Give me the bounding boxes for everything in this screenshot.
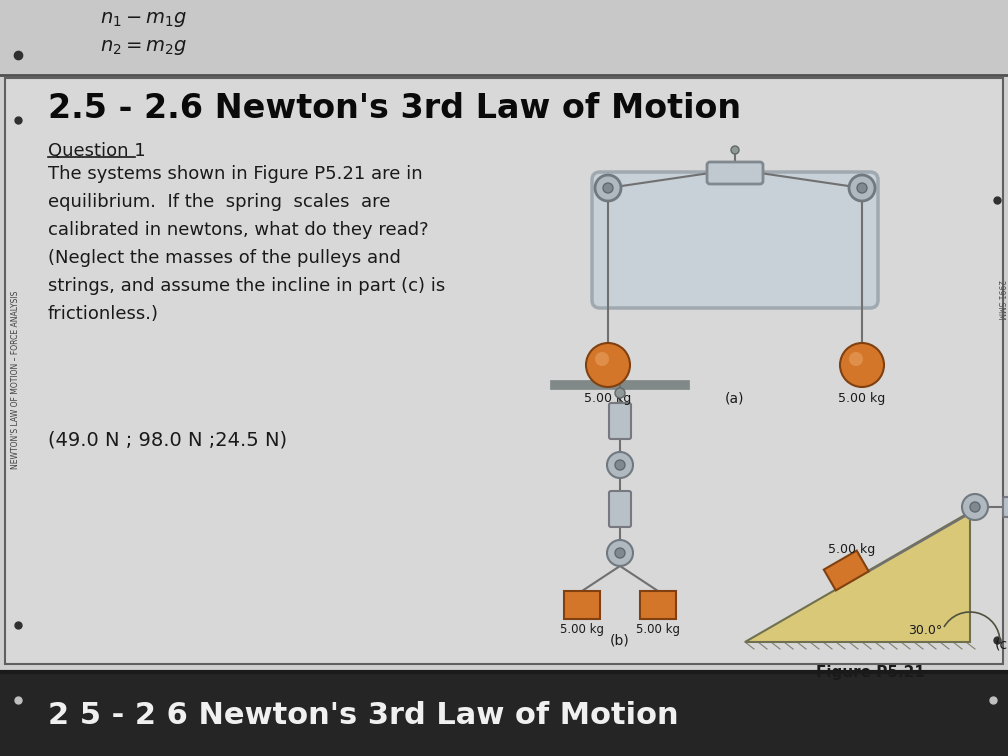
Circle shape — [595, 352, 609, 366]
Text: The systems shown in Figure P5.21 are in: The systems shown in Figure P5.21 are in — [48, 165, 422, 183]
Text: 5.00 kg: 5.00 kg — [585, 392, 632, 405]
Text: Figure P5.21: Figure P5.21 — [815, 665, 924, 680]
Circle shape — [615, 388, 625, 398]
Text: calibrated in newtons, what do they read?: calibrated in newtons, what do they read… — [48, 221, 428, 239]
Text: 2 5 - 2 6 Newton's 3rd Law of Motion: 2 5 - 2 6 Newton's 3rd Law of Motion — [48, 702, 678, 730]
Text: $n_1 - m_1g$: $n_1 - m_1g$ — [100, 10, 187, 29]
Circle shape — [849, 175, 875, 201]
Circle shape — [586, 343, 630, 387]
Bar — [0, 0, 1008, 75]
Circle shape — [615, 548, 625, 558]
Circle shape — [607, 540, 633, 566]
Circle shape — [607, 452, 633, 478]
Bar — [564, 591, 600, 619]
FancyBboxPatch shape — [592, 172, 878, 308]
FancyBboxPatch shape — [609, 403, 631, 439]
Circle shape — [731, 146, 739, 154]
Circle shape — [970, 502, 980, 512]
Text: (c): (c) — [995, 637, 1008, 651]
FancyBboxPatch shape — [1003, 497, 1008, 517]
Text: (b): (b) — [610, 633, 630, 647]
Circle shape — [615, 460, 625, 470]
Text: (a): (a) — [725, 392, 745, 406]
Text: Question 1: Question 1 — [48, 142, 145, 160]
FancyBboxPatch shape — [609, 491, 631, 527]
Circle shape — [857, 183, 867, 193]
Text: (49.0 N ; 98.0 N ;24.5 N): (49.0 N ; 98.0 N ;24.5 N) — [48, 430, 287, 449]
Text: 5.00 kg: 5.00 kg — [636, 623, 680, 636]
Text: frictionless.): frictionless.) — [48, 305, 159, 323]
Text: equilibrium.  If the  spring  scales  are: equilibrium. If the spring scales are — [48, 193, 390, 211]
FancyBboxPatch shape — [707, 162, 763, 184]
Text: 5.00 kg: 5.00 kg — [560, 623, 604, 636]
Bar — [5, 78, 1003, 664]
Text: $n_2 = m_2g$: $n_2 = m_2g$ — [100, 38, 187, 57]
Text: 2991 SMM: 2991 SMM — [996, 280, 1005, 320]
Bar — [0, 673, 1008, 756]
Text: NEWTON'S LAW OF MOTION – FORCE ANALYSIS: NEWTON'S LAW OF MOTION – FORCE ANALYSIS — [11, 291, 20, 469]
Text: 5.00 kg: 5.00 kg — [828, 543, 875, 556]
Polygon shape — [745, 512, 970, 642]
Circle shape — [849, 352, 863, 366]
Circle shape — [962, 494, 988, 520]
Circle shape — [595, 175, 621, 201]
Text: (Neglect the masses of the pulleys and: (Neglect the masses of the pulleys and — [48, 249, 401, 267]
Text: 30.0°: 30.0° — [908, 624, 942, 637]
Text: strings, and assume the incline in part (c) is: strings, and assume the incline in part … — [48, 277, 446, 295]
Polygon shape — [824, 550, 869, 590]
Bar — [640, 591, 676, 619]
Text: 2.5 - 2.6 Newton's 3rd Law of Motion: 2.5 - 2.6 Newton's 3rd Law of Motion — [48, 92, 741, 125]
Text: 5.00 kg: 5.00 kg — [839, 392, 886, 405]
Circle shape — [840, 343, 884, 387]
Circle shape — [603, 183, 613, 193]
